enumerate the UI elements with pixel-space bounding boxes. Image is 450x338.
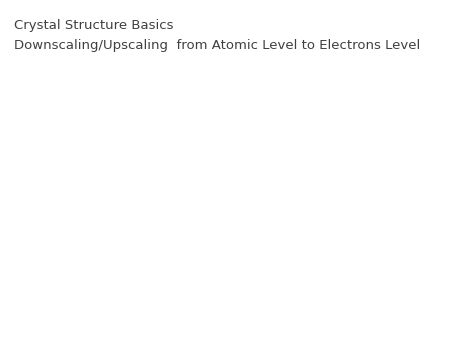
Text: Downscaling/Upscaling  from Atomic Level to Electrons Level: Downscaling/Upscaling from Atomic Level … [14,39,421,52]
Text: Crystal Structure Basics: Crystal Structure Basics [14,19,174,31]
